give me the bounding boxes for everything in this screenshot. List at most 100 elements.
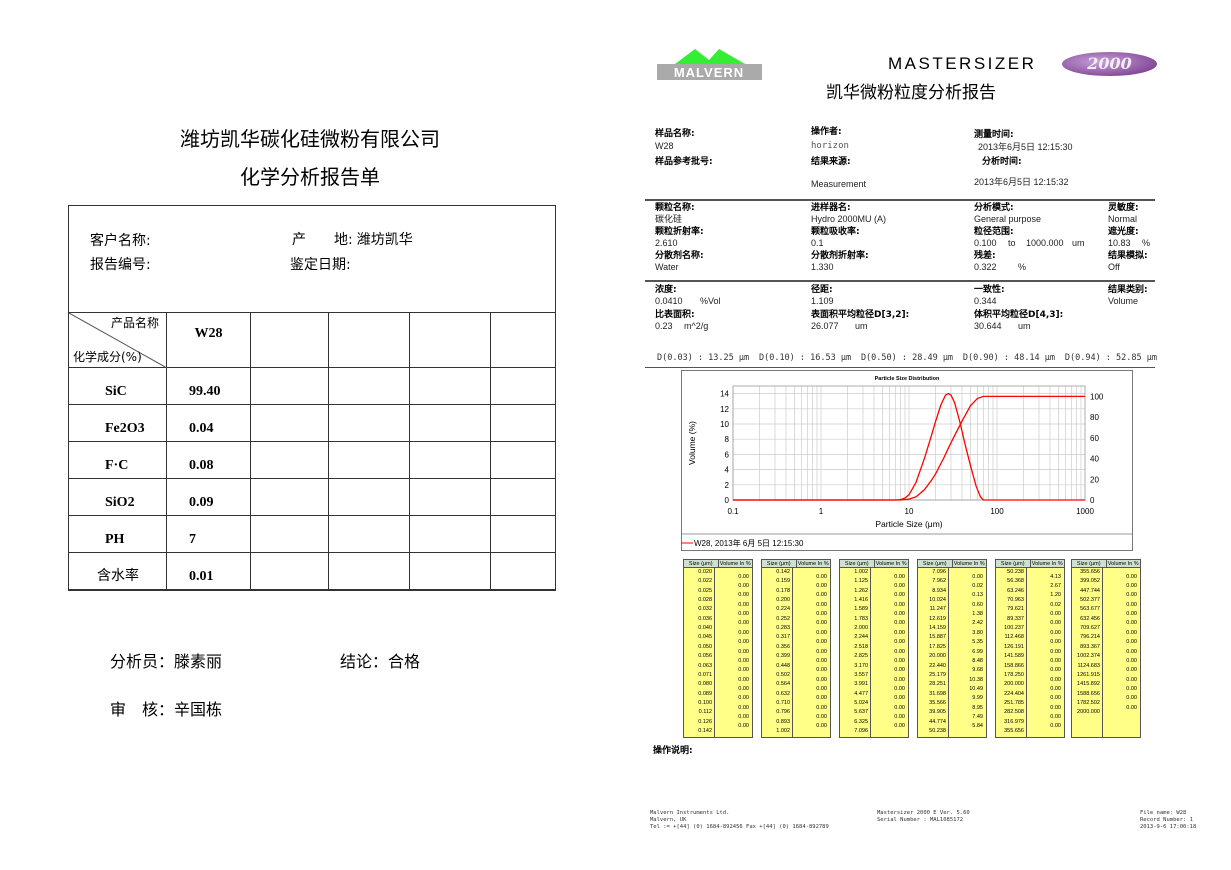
size-cell: 14.159 bbox=[929, 625, 946, 632]
volume-cell: 0.00 bbox=[894, 695, 905, 702]
size-cell: 1588.656 bbox=[1077, 690, 1100, 697]
x-tick-label: 1000 bbox=[1076, 507, 1094, 516]
size-cell: 8.934 bbox=[932, 587, 946, 594]
size-cell: 0.142 bbox=[776, 569, 790, 575]
footer-date: 2013-9-6 17:00:18 bbox=[1140, 824, 1197, 830]
volume-cell: 0.00 bbox=[894, 620, 905, 627]
d-value: D(0.03) : 13.25 μm bbox=[657, 353, 750, 363]
chem-row: PH 7 bbox=[68, 515, 556, 553]
volume-cell: 0.00 bbox=[1050, 657, 1061, 664]
size-range-to-word: to bbox=[1008, 238, 1016, 248]
volume-cell: 0.00 bbox=[738, 713, 749, 720]
batch-label: 样品参考批号: bbox=[655, 157, 713, 167]
volume-cell: 0.00 bbox=[1126, 629, 1137, 636]
volume-cell: 0.00 bbox=[1126, 648, 1137, 655]
result-units-label: 结果类别: bbox=[1108, 285, 1148, 295]
size-cell: 0.036 bbox=[698, 615, 712, 622]
volume-cell: 0.00 bbox=[816, 629, 827, 636]
volume-cell: 0.00 bbox=[816, 583, 827, 590]
size-cell: 6.325 bbox=[854, 718, 868, 725]
volume-cell: 5.84 bbox=[972, 723, 983, 730]
volume-cell: 10.38 bbox=[969, 676, 983, 683]
particle-name-value: 碳化硅 bbox=[655, 214, 683, 224]
volume-cell: 0.00 bbox=[738, 573, 749, 580]
size-cell: 355.656 bbox=[1004, 727, 1024, 734]
size-cell: 0.317 bbox=[776, 634, 790, 641]
component-name: Fe2O3 bbox=[68, 404, 167, 442]
empty-cell bbox=[250, 478, 329, 516]
volume-cell: 0.00 bbox=[894, 657, 905, 664]
size-cell: 0.050 bbox=[698, 643, 712, 650]
size-cell: 15.887 bbox=[929, 634, 946, 641]
volume-cell: 0.02 bbox=[1050, 601, 1061, 608]
empty-cell bbox=[250, 441, 329, 479]
analyst-label: 分析员： bbox=[110, 652, 175, 671]
sensitivity-label: 灵敏度: bbox=[1108, 203, 1139, 213]
size-cell: 251.785 bbox=[1004, 699, 1024, 706]
size-cell: 5.024 bbox=[854, 699, 868, 706]
volume-cell: 0.00 bbox=[816, 676, 827, 683]
svg-text:MALVERN: MALVERN bbox=[674, 65, 744, 80]
volume-cell: 0.00 bbox=[972, 573, 983, 580]
ssa-unit: m^2/g bbox=[684, 321, 709, 331]
empty-cell bbox=[409, 404, 491, 442]
volume-cell: 0.00 bbox=[894, 611, 905, 618]
obscuration-unit: % bbox=[1142, 238, 1151, 248]
size-cell: 22.440 bbox=[929, 662, 946, 669]
volume-cell: 10.49 bbox=[969, 685, 983, 692]
volume-cell: 0.00 bbox=[894, 723, 905, 730]
volume-cell: 0.00 bbox=[738, 667, 749, 674]
company-title: 潍坊凯华碳化硅微粉有限公司 bbox=[180, 127, 440, 151]
size-cell: 39.905 bbox=[929, 709, 946, 716]
size-range-from: 0.100 bbox=[974, 238, 997, 248]
malvern-logo: MALVERN bbox=[657, 44, 762, 84]
uniformity-value: 0.344 bbox=[974, 296, 997, 306]
volume-cell: 0.02 bbox=[972, 583, 983, 590]
sample-name-value: W28 bbox=[655, 141, 674, 151]
volume-header: Volume In % bbox=[719, 561, 751, 567]
origin-field: 产 地: 潍坊凯华 bbox=[292, 232, 413, 248]
divider bbox=[645, 280, 1155, 282]
footer-phone: Tel := +[44] (0) 1684-892456 Fax +[44] (… bbox=[650, 824, 829, 830]
empty-cell bbox=[490, 367, 556, 405]
volume-cell: 0.00 bbox=[816, 573, 827, 580]
size-cell: 178.250 bbox=[1004, 671, 1024, 678]
size-cell: 7.096 bbox=[854, 727, 868, 734]
size-header: Size (μm) bbox=[918, 560, 953, 567]
size-volume-table: Size (μm) Volume In % 0.142 0.159 0.178 0.200… bbox=[761, 559, 831, 738]
d32-unit: um bbox=[855, 321, 868, 331]
size-cell: 10.024 bbox=[929, 597, 946, 604]
size-cell: 0.178 bbox=[776, 587, 790, 594]
volume-cell: 0.00 bbox=[894, 685, 905, 692]
particle-report-title: 凯华微粉粒度分析报告 bbox=[826, 83, 996, 103]
notes-label: 操作说明: bbox=[653, 746, 693, 756]
volume-cell: 0.00 bbox=[894, 676, 905, 683]
volume-cell: 0.00 bbox=[738, 657, 749, 664]
volume-cell: 0.00 bbox=[816, 601, 827, 608]
volume-cell: 0.00 bbox=[1126, 685, 1137, 692]
footer-serial: Serial Number : MAL1085172 bbox=[877, 817, 964, 823]
volume-header: Volume In % bbox=[1031, 561, 1063, 567]
y-tick-label: 8 bbox=[725, 435, 730, 444]
volume-cell: 0.00 bbox=[1126, 695, 1137, 702]
y-tick-label: 10 bbox=[720, 420, 729, 429]
size-cell: 1261.915 bbox=[1077, 671, 1100, 678]
size-cell: 63.246 bbox=[1007, 587, 1024, 594]
size-cell: 893.367 bbox=[1080, 643, 1100, 650]
size-cell: 100.237 bbox=[1004, 625, 1024, 632]
size-cell: 399.052 bbox=[1080, 578, 1100, 585]
size-cell: 2000.000 bbox=[1077, 709, 1100, 716]
size-cell: 1782.502 bbox=[1077, 699, 1100, 706]
component-name: 含水率 bbox=[68, 552, 167, 590]
volume-cell: 0.00 bbox=[816, 620, 827, 627]
volume-cell: 4.13 bbox=[1050, 573, 1061, 580]
chem-row: Fe2O3 0.04 bbox=[68, 404, 556, 442]
size-cell: 70.963 bbox=[1007, 597, 1024, 604]
size-range-unit: um bbox=[1072, 238, 1085, 248]
y2-tick-label: 20 bbox=[1090, 475, 1099, 484]
d32: 26.077 bbox=[811, 321, 839, 331]
size-cell: 224.404 bbox=[1004, 690, 1024, 697]
volume-cell: 0.00 bbox=[1050, 639, 1061, 646]
d43: 30.644 bbox=[974, 321, 1002, 331]
